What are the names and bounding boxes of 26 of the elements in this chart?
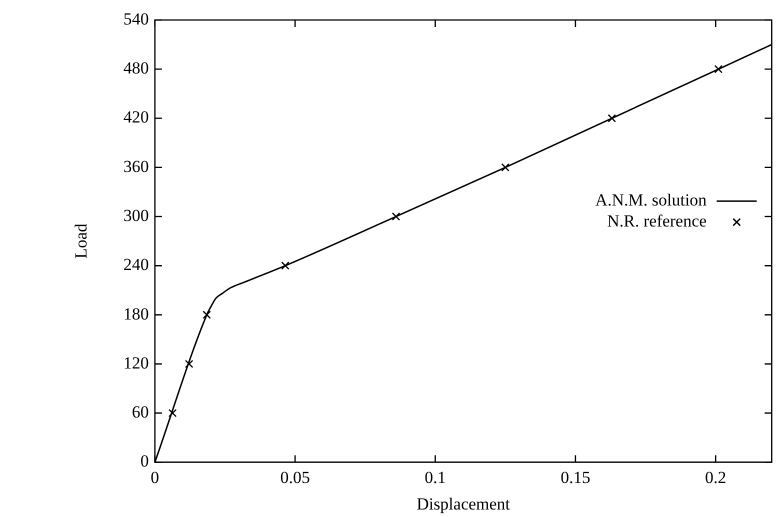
y-tick-label: 420 [123, 108, 149, 127]
point [281, 261, 290, 270]
y-tick-label: 180 [123, 304, 149, 324]
y-tick-label: 60 [132, 402, 149, 422]
y-tick-label: 540 [123, 9, 149, 28]
point [392, 212, 400, 221]
point [608, 114, 616, 122]
y-tick-label: 360 [123, 156, 149, 176]
y-tick-label: 480 [123, 58, 149, 78]
y-tick-label: 300 [123, 206, 149, 225]
x-axis-title: Displacement [416, 494, 510, 514]
y-tick-label: 120 [123, 353, 149, 372]
y-axis-title: Load [72, 223, 91, 259]
y-tick-label: 0 [140, 452, 149, 471]
legend-label: N.R. reference [607, 212, 707, 231]
y-tick-label: 240 [123, 255, 149, 274]
point [501, 163, 510, 172]
point [714, 64, 723, 74]
legend-label: A.N.M. solution [595, 190, 708, 210]
x-tick-label: 0.05 [280, 468, 310, 487]
point [168, 408, 177, 418]
point [184, 360, 194, 368]
x-tick-label: 0.2 [705, 468, 726, 487]
x-tick-label: 0.1 [424, 468, 446, 487]
x-tick-label: 0.15 [560, 468, 590, 487]
point [202, 310, 211, 319]
